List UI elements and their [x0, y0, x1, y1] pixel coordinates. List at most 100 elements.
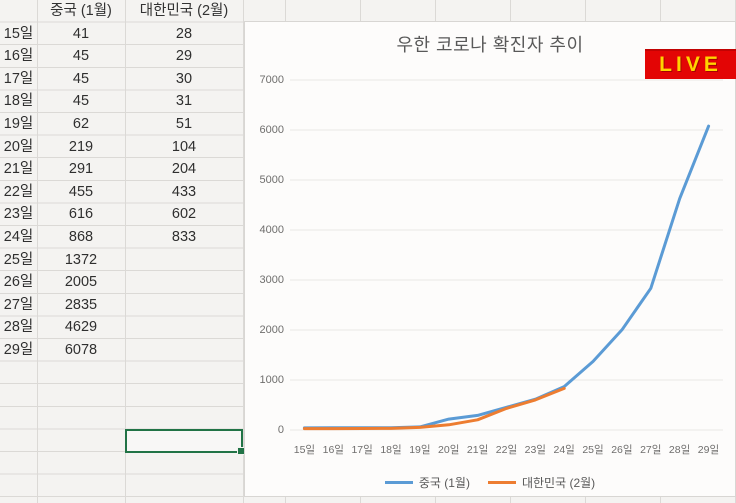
x-tick-label: 19일 — [409, 444, 431, 456]
cell-day[interactable]: 24일 — [3, 228, 34, 245]
chart-panel[interactable]: 우한 코로나 확진자 추이 0 1000 2000 3000 4000 5000 6000 7… — [244, 21, 736, 497]
cell-korea[interactable]: 30 — [175, 70, 193, 87]
cell-korea[interactable]: 104 — [171, 138, 197, 155]
table-row: 22일 455 433 — [0, 181, 243, 204]
table-row: 18일 45 31 — [0, 90, 243, 113]
cell-day[interactable]: 28일 — [3, 319, 34, 336]
table-row: 25일 1372 — [0, 249, 243, 272]
y-tick-label: 3000 — [259, 274, 284, 286]
series-line[interactable] — [302, 124, 711, 430]
legend-item: 대한민국 (2월) — [487, 474, 595, 491]
y-tick-label: 5000 — [259, 174, 284, 186]
series-line[interactable] — [302, 386, 566, 431]
x-tick-label: 29일 — [697, 444, 720, 456]
cell-china[interactable]: 6078 — [64, 341, 98, 358]
cell-china[interactable]: 41 — [72, 25, 90, 42]
cell-day[interactable]: 18일 — [3, 93, 34, 110]
chart-legend: 중국 (1월) 대한민국 (2월) — [245, 474, 735, 491]
x-tick-label: 27일 — [640, 444, 662, 456]
cell-korea[interactable] — [125, 271, 243, 294]
data-table: 중국 (1월) 대한민국 (2월) 15일 41 28 16일 45 29 17일 45 30 1… — [0, 0, 243, 362]
table-row: 19일 62 51 — [0, 113, 243, 136]
cell-day[interactable]: 22일 — [3, 183, 34, 200]
header-cell-day[interactable] — [0, 0, 37, 23]
legend-label: 중국 (1월) — [418, 476, 470, 490]
table-row: 21일 291 204 — [0, 158, 243, 181]
chart-plot-area — [290, 79, 723, 431]
cell-korea[interactable]: 29 — [175, 48, 193, 65]
cell-day[interactable]: 25일 — [3, 251, 34, 268]
cell-day[interactable]: 26일 — [3, 274, 34, 291]
header-cell-korea[interactable]: 대한민국 (2월) — [139, 3, 229, 19]
x-tick-label: 20일 — [438, 444, 460, 456]
x-tick-label: 17일 — [351, 444, 373, 456]
cell-china[interactable]: 45 — [72, 93, 90, 110]
table-row: 26일 2005 — [0, 271, 243, 294]
cell-day[interactable]: 15일 — [3, 25, 34, 42]
cell-china[interactable]: 45 — [72, 48, 90, 65]
header-cell-china[interactable]: 중국 (1월) — [50, 3, 112, 19]
cell-korea[interactable] — [125, 339, 243, 362]
chart-title: 우한 코로나 확진자 추이 — [396, 35, 584, 55]
x-tick-label: 24일 — [553, 444, 575, 456]
cell-korea[interactable] — [125, 249, 243, 272]
legend-item: 중국 (1월) — [384, 474, 470, 491]
table-row: 28일 4629 — [0, 316, 243, 339]
cell-china[interactable]: 1372 — [64, 251, 98, 268]
column-border — [125, 0, 126, 503]
x-tick-label: 28일 — [668, 444, 691, 456]
column-border — [37, 0, 38, 503]
selected-cell[interactable] — [125, 429, 245, 455]
cell-china[interactable]: 616 — [68, 206, 94, 223]
cell-china[interactable]: 4629 — [64, 319, 98, 336]
table-row: 24일 868 833 — [0, 226, 243, 249]
cell-china[interactable]: 62 — [72, 115, 90, 132]
cell-korea[interactable] — [125, 294, 243, 317]
table-row: 15일 41 28 — [0, 23, 243, 46]
cell-china[interactable]: 455 — [68, 183, 94, 200]
cell-korea[interactable]: 602 — [171, 206, 197, 223]
cell-day[interactable]: 19일 — [3, 115, 34, 132]
cell-china[interactable]: 219 — [68, 138, 94, 155]
cell-korea[interactable]: 433 — [171, 183, 197, 200]
cell-korea[interactable]: 833 — [171, 228, 197, 245]
cell-china[interactable]: 2835 — [64, 296, 98, 313]
x-tick-label: 23일 — [524, 444, 546, 456]
x-tick-label: 18일 — [380, 444, 402, 456]
table-row: 27일 2835 — [0, 294, 243, 317]
cell-day[interactable]: 16일 — [3, 48, 34, 65]
cell-korea[interactable]: 51 — [175, 115, 193, 132]
cell-day[interactable]: 29일 — [3, 341, 34, 358]
x-tick-label: 25일 — [582, 444, 604, 456]
table-row: 29일 6078 — [0, 339, 243, 362]
cell-china[interactable]: 291 — [68, 161, 94, 178]
x-tick-label: 15일 — [293, 444, 316, 456]
cell-day[interactable]: 21일 — [3, 161, 34, 178]
y-tick-label: 2000 — [259, 324, 284, 336]
table-body: 15일 41 28 16일 45 29 17일 45 30 18일 45 31 19일 62 51 20일 21… — [0, 23, 243, 362]
cell-korea[interactable]: 31 — [175, 93, 193, 110]
table-row: 17일 45 30 — [0, 68, 243, 91]
y-tick-label: 7000 — [259, 74, 284, 86]
cell-day[interactable]: 20일 — [3, 138, 34, 155]
cell-korea[interactable] — [125, 316, 243, 339]
x-tick-label: 22일 — [495, 444, 518, 456]
cell-korea[interactable]: 28 — [175, 25, 193, 42]
cell-day[interactable]: 17일 — [3, 70, 34, 87]
table-row: 16일 45 29 — [0, 45, 243, 68]
cell-day[interactable]: 23일 — [3, 206, 34, 223]
cell-china[interactable]: 868 — [68, 228, 94, 245]
y-tick-label: 1000 — [259, 374, 284, 386]
cell-china[interactable]: 2005 — [64, 274, 98, 291]
cell-day[interactable]: 27일 — [3, 296, 34, 313]
column-border — [243, 0, 244, 503]
table-row: 23일 616 602 — [0, 203, 243, 226]
legend-swatch — [487, 481, 516, 484]
cell-china[interactable]: 45 — [72, 70, 90, 87]
x-axis-labels: 15일 16일 17일 18일 19일 20일 21일 22일 23일 24일 25일 26일 27일 2… — [290, 442, 723, 457]
y-tick-label: 4000 — [259, 224, 284, 236]
table-row: 20일 219 104 — [0, 136, 243, 159]
y-tick-label: 0 — [277, 424, 284, 436]
legend-swatch — [384, 481, 413, 484]
cell-korea[interactable]: 204 — [171, 161, 197, 178]
